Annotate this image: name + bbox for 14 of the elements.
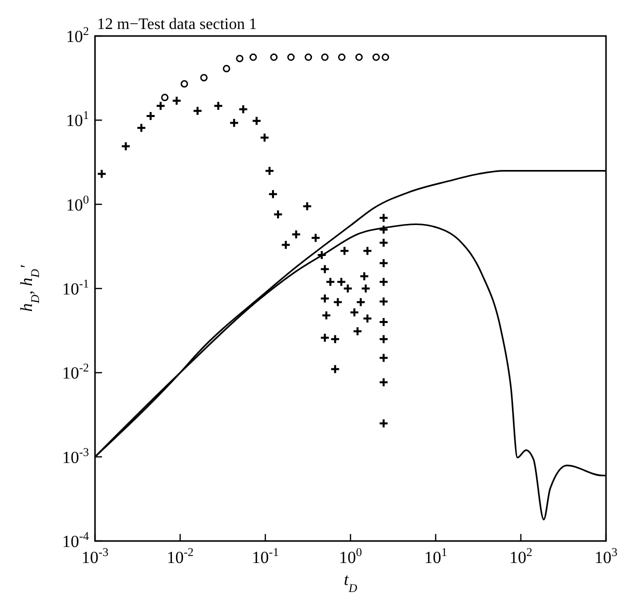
x-tick-label: 10$^{-1}$: [252, 545, 279, 567]
x-tick-label: 10$^{3}$: [594, 545, 618, 567]
y-tick-label: 10$^{-2}$: [62, 360, 90, 383]
y-tick-label: 10$^{-3}$: [62, 444, 90, 467]
y-tick-label: 10$^{2}$: [66, 24, 90, 46]
x-tick-label: 10$^{1}$: [424, 545, 448, 567]
x-axis-title: t$_{D}$: [344, 570, 358, 595]
x-tick-label: 10$^{0}$: [339, 545, 362, 567]
y-tick-label: 10$^{0}$: [66, 192, 90, 214]
x-tick-label: 10$^{-2}$: [166, 545, 194, 567]
y-tick-label: 10$^{-1}$: [62, 276, 90, 298]
chart-title: 12 m−Test data section 1: [97, 16, 257, 33]
y-tick-label: 10$^{1}$: [66, 108, 90, 130]
x-tick-label: 10$^{2}$: [509, 545, 532, 567]
